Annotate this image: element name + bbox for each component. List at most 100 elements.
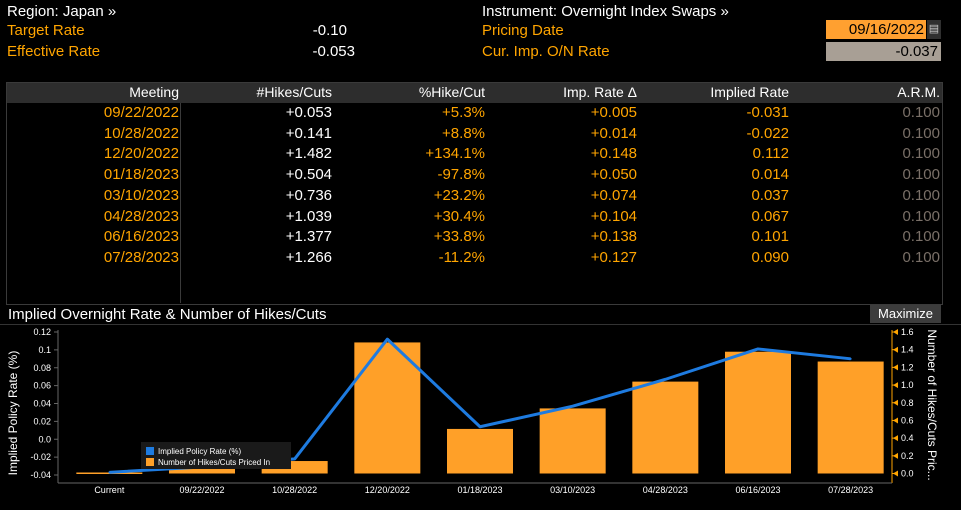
cell-pct-hike-cut: +8.8% (442, 124, 485, 142)
bar-hikes-cuts (354, 342, 421, 474)
implied-rate-point (108, 471, 111, 474)
x-tick-label: 07/28/2023 (828, 485, 873, 495)
y2-tick-marker (893, 452, 898, 459)
implied-rate-point (757, 347, 759, 350)
cell-arm: 0.100 (902, 186, 940, 204)
y2-tick-label: 1.0 (901, 380, 914, 390)
y2-tick-label: 1.4 (901, 345, 914, 355)
col-header-arm[interactable]: A.R.M. (897, 84, 940, 100)
calendar-icon[interactable]: ▤ (927, 20, 941, 39)
cell-pct-hike-cut: -97.8% (437, 166, 485, 184)
cell-imp-rate-delta: +0.074 (590, 186, 637, 204)
cell-imp-rate-delta: +0.014 (590, 124, 637, 142)
cell-pct-hike-cut: +33.8% (433, 228, 485, 246)
cell-hikes-cuts: +0.053 (285, 104, 332, 121)
legend-label-bar: Number of Hikes/Cuts Priced In (158, 458, 270, 467)
y-tick-label: 0.0 (38, 434, 51, 444)
y2-tick-label: 1.6 (901, 327, 914, 337)
y-tick-label: -0.02 (30, 452, 51, 462)
x-tick-label: 04/28/2023 (643, 485, 688, 495)
cell-imp-rate-delta: +0.127 (590, 248, 637, 266)
cell-pct-hike-cut: -11.2% (438, 248, 485, 266)
region-selector[interactable]: Region: Japan » (7, 3, 117, 20)
pricing-date-input[interactable]: 09/16/2022 (826, 20, 926, 39)
cell-meeting: 06/16/2023 (103, 228, 179, 246)
y2-tick-label: 0.4 (901, 433, 914, 443)
cell-meeting: 12/20/2022 (103, 145, 179, 163)
y2-tick-label: 1.2 (901, 362, 914, 372)
cell-implied-rate: -0.022 (746, 124, 789, 142)
y2-tick-marker (893, 329, 898, 335)
cur-imp-rate-field[interactable]: -0.037 (826, 42, 941, 61)
implied-rate-point (479, 425, 481, 428)
col-header-imp-rate-delta[interactable]: Imp. Rate Δ (563, 84, 637, 100)
col-header-pct-hike-cut[interactable]: %Hike/Cut (418, 84, 485, 100)
col-header-hikes-cuts[interactable]: #Hikes/Cuts (256, 84, 332, 100)
cell-pct-hike-cut: +134.1% (425, 145, 485, 163)
chart-divider (0, 324, 961, 325)
cell-imp-rate-delta: +0.005 (590, 104, 637, 121)
cell-meeting: 03/10/2023 (103, 186, 179, 204)
y2-axis-label: Number of Hikes/Cuts Pric... (925, 329, 939, 480)
cell-hikes-cuts: +1.266 (285, 248, 332, 266)
y2-tick-label: 0.8 (901, 398, 914, 408)
chart-title: Implied Overnight Rate & Number of Hikes… (8, 306, 327, 323)
target-rate-label: Target Rate (7, 22, 85, 39)
maximize-button[interactable]: Maximize (870, 305, 941, 323)
y2-tick-marker (893, 346, 898, 353)
effective-rate-label: Effective Rate (7, 43, 101, 60)
cell-imp-rate-delta: +0.104 (590, 207, 637, 225)
y-axis-label: Implied Policy Rate (%) (6, 351, 20, 476)
implied-rate-point (571, 405, 574, 408)
cell-hikes-cuts: +1.482 (285, 145, 332, 163)
cell-meeting: 04/28/2023 (103, 207, 179, 225)
table-divider (180, 103, 181, 303)
bar-hikes-cuts (447, 428, 513, 474)
cell-meeting: 09/22/2022 (103, 104, 179, 121)
x-tick-label: 09/22/2022 (179, 485, 224, 495)
cell-pct-hike-cut: +23.2% (433, 186, 485, 204)
cell-imp-rate-delta: +0.050 (590, 166, 637, 184)
cell-hikes-cuts: +0.141 (285, 124, 332, 142)
y2-tick-marker (893, 470, 898, 477)
cell-arm: 0.100 (902, 228, 940, 246)
cell-arm: 0.100 (902, 166, 940, 184)
col-header-implied-rate[interactable]: Implied Rate (710, 84, 789, 100)
cell-hikes-cuts: +0.736 (285, 186, 332, 204)
cell-arm: 0.100 (902, 104, 940, 121)
meetings-table: Meeting #Hikes/Cuts %Hike/Cut Imp. Rate … (6, 82, 943, 305)
x-tick-label: Current (94, 485, 125, 495)
x-tick-label: 12/20/2022 (365, 485, 410, 495)
cell-imp-rate-delta: +0.138 (590, 228, 637, 246)
legend-swatch-bar (146, 458, 154, 466)
chart-legend (141, 442, 291, 469)
target-rate-value: -0.10 (312, 22, 347, 39)
cell-meeting: 10/28/2022 (103, 124, 179, 142)
implied-rate-point (386, 338, 389, 341)
y-tick-label: 0.04 (33, 399, 51, 409)
y2-tick-marker (893, 417, 898, 424)
cur-imp-rate-label: Cur. Imp. O/N Rate (482, 43, 610, 60)
instrument-selector[interactable]: Instrument: Overnight Index Swaps » (482, 3, 729, 20)
bar-hikes-cuts (169, 468, 235, 474)
y2-tick-marker (893, 364, 898, 371)
cell-arm: 0.100 (902, 207, 940, 225)
implied-rate-point (664, 378, 667, 381)
bar-hikes-cuts (632, 381, 699, 474)
cell-implied-rate: 0.090 (751, 248, 789, 266)
cell-implied-rate: 0.067 (751, 207, 789, 225)
y-tick-label: -0.04 (30, 470, 51, 480)
x-tick-label: 03/10/2023 (550, 485, 595, 495)
y2-tick-marker (893, 399, 898, 406)
pricing-date-label: Pricing Date (482, 22, 564, 39)
cell-implied-rate: 0.014 (751, 166, 789, 184)
col-header-meeting[interactable]: Meeting (129, 84, 179, 100)
y2-tick-label: 0.0 (901, 469, 914, 479)
y2-tick-marker (893, 435, 898, 442)
effective-rate-value: -0.053 (312, 43, 355, 60)
y2-tick-marker (893, 382, 898, 389)
table-header: Meeting #Hikes/Cuts %Hike/Cut Imp. Rate … (7, 83, 942, 103)
x-tick-label: 01/18/2023 (457, 485, 502, 495)
cell-arm: 0.100 (902, 145, 940, 163)
y2-tick-label: 0.6 (901, 415, 914, 425)
